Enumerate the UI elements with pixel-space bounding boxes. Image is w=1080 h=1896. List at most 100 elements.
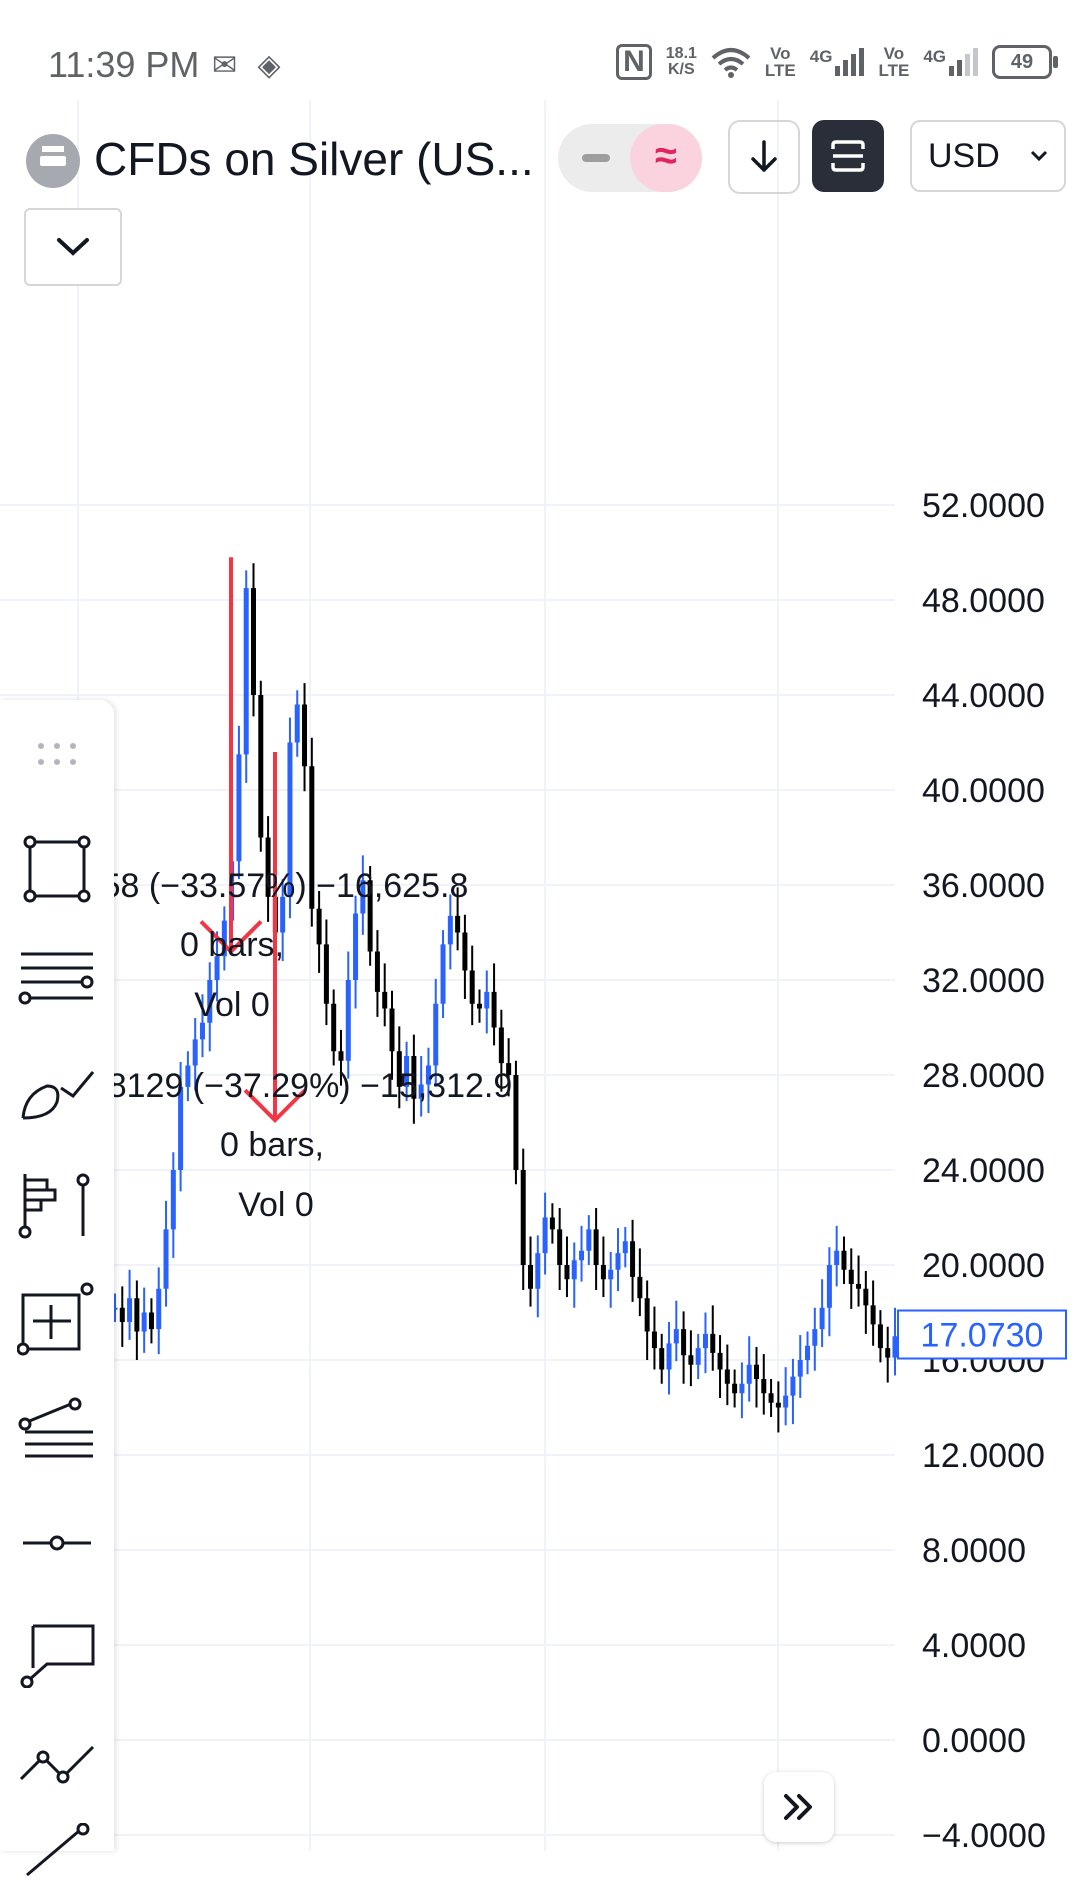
candle-body <box>702 1333 708 1349</box>
measure-label-1-line3: Vol 0 <box>194 986 270 1024</box>
candle-body <box>753 1364 759 1379</box>
arrow-down-button[interactable] <box>728 120 800 194</box>
y-tick-label: 24.0000 <box>922 1152 1045 1190</box>
brush-icon[interactable] <box>14 1050 100 1136</box>
candle-body <box>834 1250 840 1265</box>
candle-body <box>148 1312 154 1330</box>
candle-body <box>338 1051 344 1061</box>
notification-icons: ✉ ◈ <box>212 48 281 83</box>
measure-arrowhead-2 <box>243 1088 307 1123</box>
candle-body <box>258 695 264 838</box>
scroll-to-realtime-button[interactable] <box>764 1772 834 1842</box>
approx-icon[interactable]: ≈ <box>630 124 702 192</box>
y-tick-label: 28.0000 <box>922 1057 1045 1095</box>
candle-body <box>221 920 227 957</box>
candle-body <box>564 1265 570 1280</box>
candle-body <box>353 913 359 980</box>
horizontal-ray-icon[interactable] <box>14 1500 100 1586</box>
fib-retracement-icon[interactable] <box>14 1388 100 1474</box>
candle-body <box>185 1065 191 1087</box>
drag-handle-icon[interactable] <box>14 712 100 798</box>
chart-mode-toggle[interactable]: ≈ <box>558 124 702 192</box>
y-tick-label: 12.0000 <box>922 1437 1045 1475</box>
drawing-toolbar <box>0 700 114 1877</box>
candle-body <box>644 1298 650 1332</box>
battery-icon: 49 <box>992 45 1058 79</box>
candle-body <box>812 1329 818 1346</box>
candle-body <box>447 915 453 945</box>
sim1-label: Vo LTE <box>764 44 796 80</box>
callout-icon[interactable] <box>14 1610 100 1696</box>
sim2-net: 4G <box>923 47 946 66</box>
currency-select[interactable]: USD <box>910 120 1066 192</box>
candle-body <box>199 1022 205 1040</box>
candle-body <box>345 980 351 1061</box>
candle-body <box>622 1241 628 1254</box>
battery-level: 49 <box>1010 50 1034 73</box>
rectangle-icon[interactable] <box>14 826 100 912</box>
y-tick-label: 44.0000 <box>922 677 1045 715</box>
candle-body <box>783 1395 789 1408</box>
trend-line-icon[interactable] <box>14 1810 100 1896</box>
sim1-signal-icon: 4G <box>810 48 865 76</box>
candle-body <box>455 915 461 933</box>
candle-body <box>615 1253 621 1270</box>
candle-body <box>790 1376 796 1396</box>
candle-body <box>892 1336 898 1358</box>
candle-body <box>469 970 475 1004</box>
candle-body <box>695 1348 701 1365</box>
measure-icon[interactable] <box>14 1276 100 1362</box>
candle-body <box>651 1331 657 1349</box>
candle-body <box>542 1217 548 1254</box>
candle-body <box>885 1348 891 1358</box>
candle-body <box>207 980 213 1023</box>
current-price-label: 17.0730 <box>921 1317 1044 1355</box>
candle-body <box>863 1288 869 1306</box>
fullscreen-button[interactable] <box>812 120 884 192</box>
long-position-icon[interactable] <box>14 1162 100 1248</box>
candle-body <box>404 1056 410 1087</box>
candle-body <box>418 1084 424 1099</box>
y-tick-label: 52.0000 <box>922 487 1045 525</box>
symbol-title[interactable]: CFDs on Silver (US... <box>94 133 534 185</box>
sim1-net: 4G <box>809 47 833 66</box>
measure-label-2-line3: Vol 0 <box>238 1186 314 1224</box>
candle-body <box>535 1253 541 1289</box>
candle-body <box>119 1307 125 1322</box>
candle-body <box>630 1241 636 1277</box>
parallel-lines-icon[interactable] <box>14 938 100 1024</box>
candle-body <box>141 1312 147 1332</box>
candle-body <box>746 1364 752 1384</box>
measure-label-1-line2: 0 bars, <box>180 926 284 964</box>
candle-body <box>163 1229 169 1289</box>
wifi-icon <box>711 48 751 78</box>
price-chart[interactable]: 52.0000 48.0000 44.0000 40.0000 36.0000 32.00… <box>0 100 1080 1855</box>
candle-body <box>681 1329 687 1356</box>
candle-body <box>374 951 380 992</box>
candle-body <box>323 944 329 1004</box>
net-speed: 18.1 K/S <box>666 46 697 78</box>
minus-icon[interactable] <box>582 154 610 162</box>
candle-body <box>491 991 497 1028</box>
candle-body <box>302 704 308 767</box>
currency-value: USD <box>928 136 1000 175</box>
chart-canvas[interactable]: 52.0000 48.0000 44.0000 40.0000 36.0000 32.00… <box>0 100 1080 1855</box>
candle-body <box>112 1307 118 1310</box>
candle-body <box>688 1355 694 1365</box>
candle-body <box>367 880 373 952</box>
candle-body <box>134 1298 140 1332</box>
candle-body <box>294 704 300 743</box>
path-icon[interactable] <box>14 1720 100 1806</box>
candle-body <box>593 1229 599 1265</box>
y-tick-label: 36.0000 <box>922 867 1045 905</box>
measure-arrowhead-1 <box>199 920 263 955</box>
arrow-down-icon <box>751 140 777 172</box>
double-chevron-right-icon <box>784 1794 812 1820</box>
candle-body <box>382 991 388 1009</box>
candle-body <box>425 1065 431 1085</box>
candle-body <box>484 991 490 1009</box>
collapse-legend-button[interactable] <box>24 208 122 286</box>
candle-body <box>557 1229 563 1265</box>
candle-body <box>739 1383 745 1394</box>
y-tick-label: 4.0000 <box>922 1627 1026 1665</box>
